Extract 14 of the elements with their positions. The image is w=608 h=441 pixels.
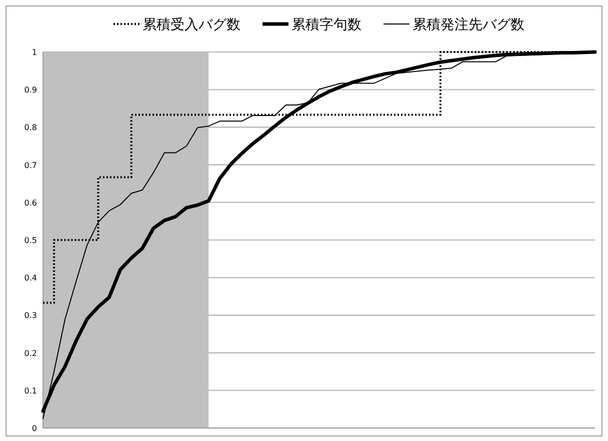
y-tick-label: 0.4 [24, 274, 37, 283]
y-tick-label: 0.1 [24, 386, 37, 396]
legend-label: 累積発注先バグ数 [412, 17, 524, 33]
y-tick-label: 0 [32, 424, 37, 433]
legend-label: 累積字句数 [292, 17, 362, 33]
y-tick-label: 0.9 [24, 86, 37, 95]
legend-label: 累積受入バグ数 [142, 17, 240, 33]
y-tick-label: 0.7 [24, 160, 37, 170]
y-tick-label: 1 [32, 48, 37, 57]
y-tick-label: 0.3 [24, 311, 37, 320]
y-tick-label: 0.2 [24, 348, 37, 358]
y-tick-label: 0.5 [24, 236, 37, 245]
y-tick-label: 0.6 [24, 198, 37, 208]
y-tick-label: 0.8 [24, 123, 37, 132]
